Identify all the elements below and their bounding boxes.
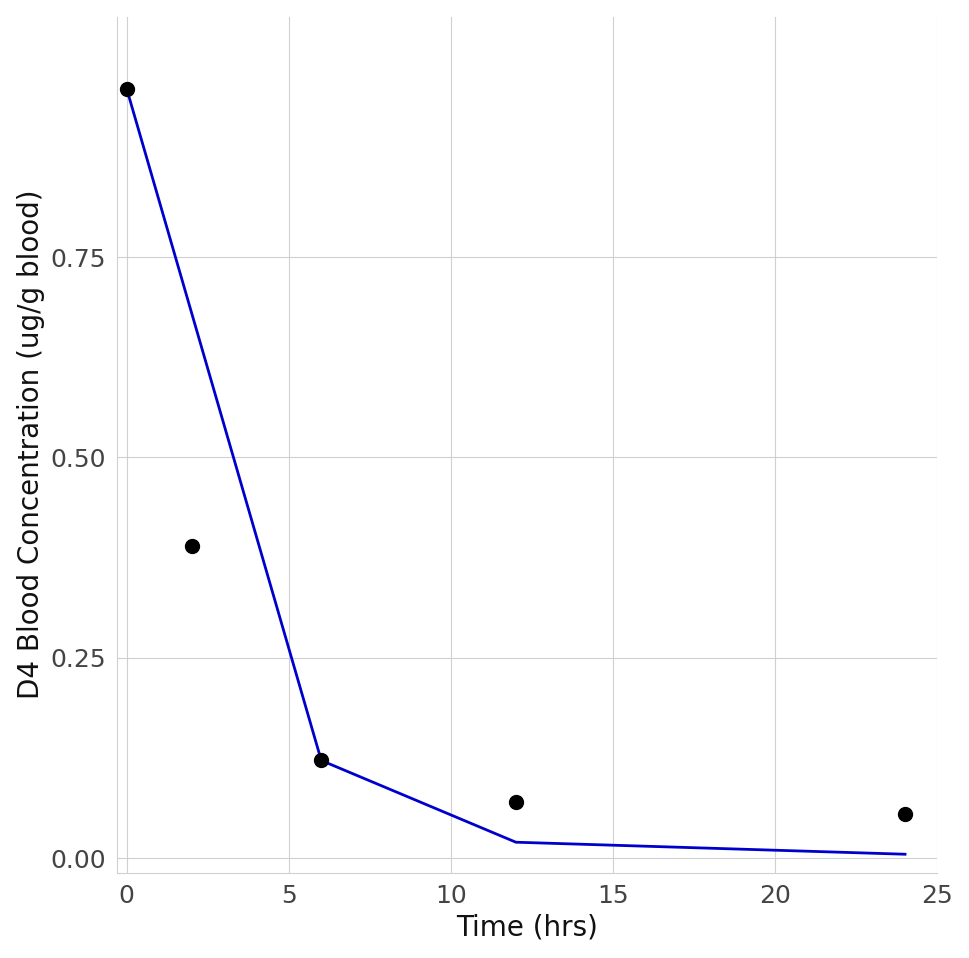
Point: [119, 81, 135, 97]
Y-axis label: D4 Blood Concentration (ug/g blood): D4 Blood Concentration (ug/g blood): [16, 190, 45, 699]
Point: [896, 807, 912, 822]
Point: [313, 753, 328, 768]
Point: [508, 794, 523, 810]
Point: [183, 538, 199, 554]
X-axis label: Time (hrs): Time (hrs): [455, 913, 598, 942]
